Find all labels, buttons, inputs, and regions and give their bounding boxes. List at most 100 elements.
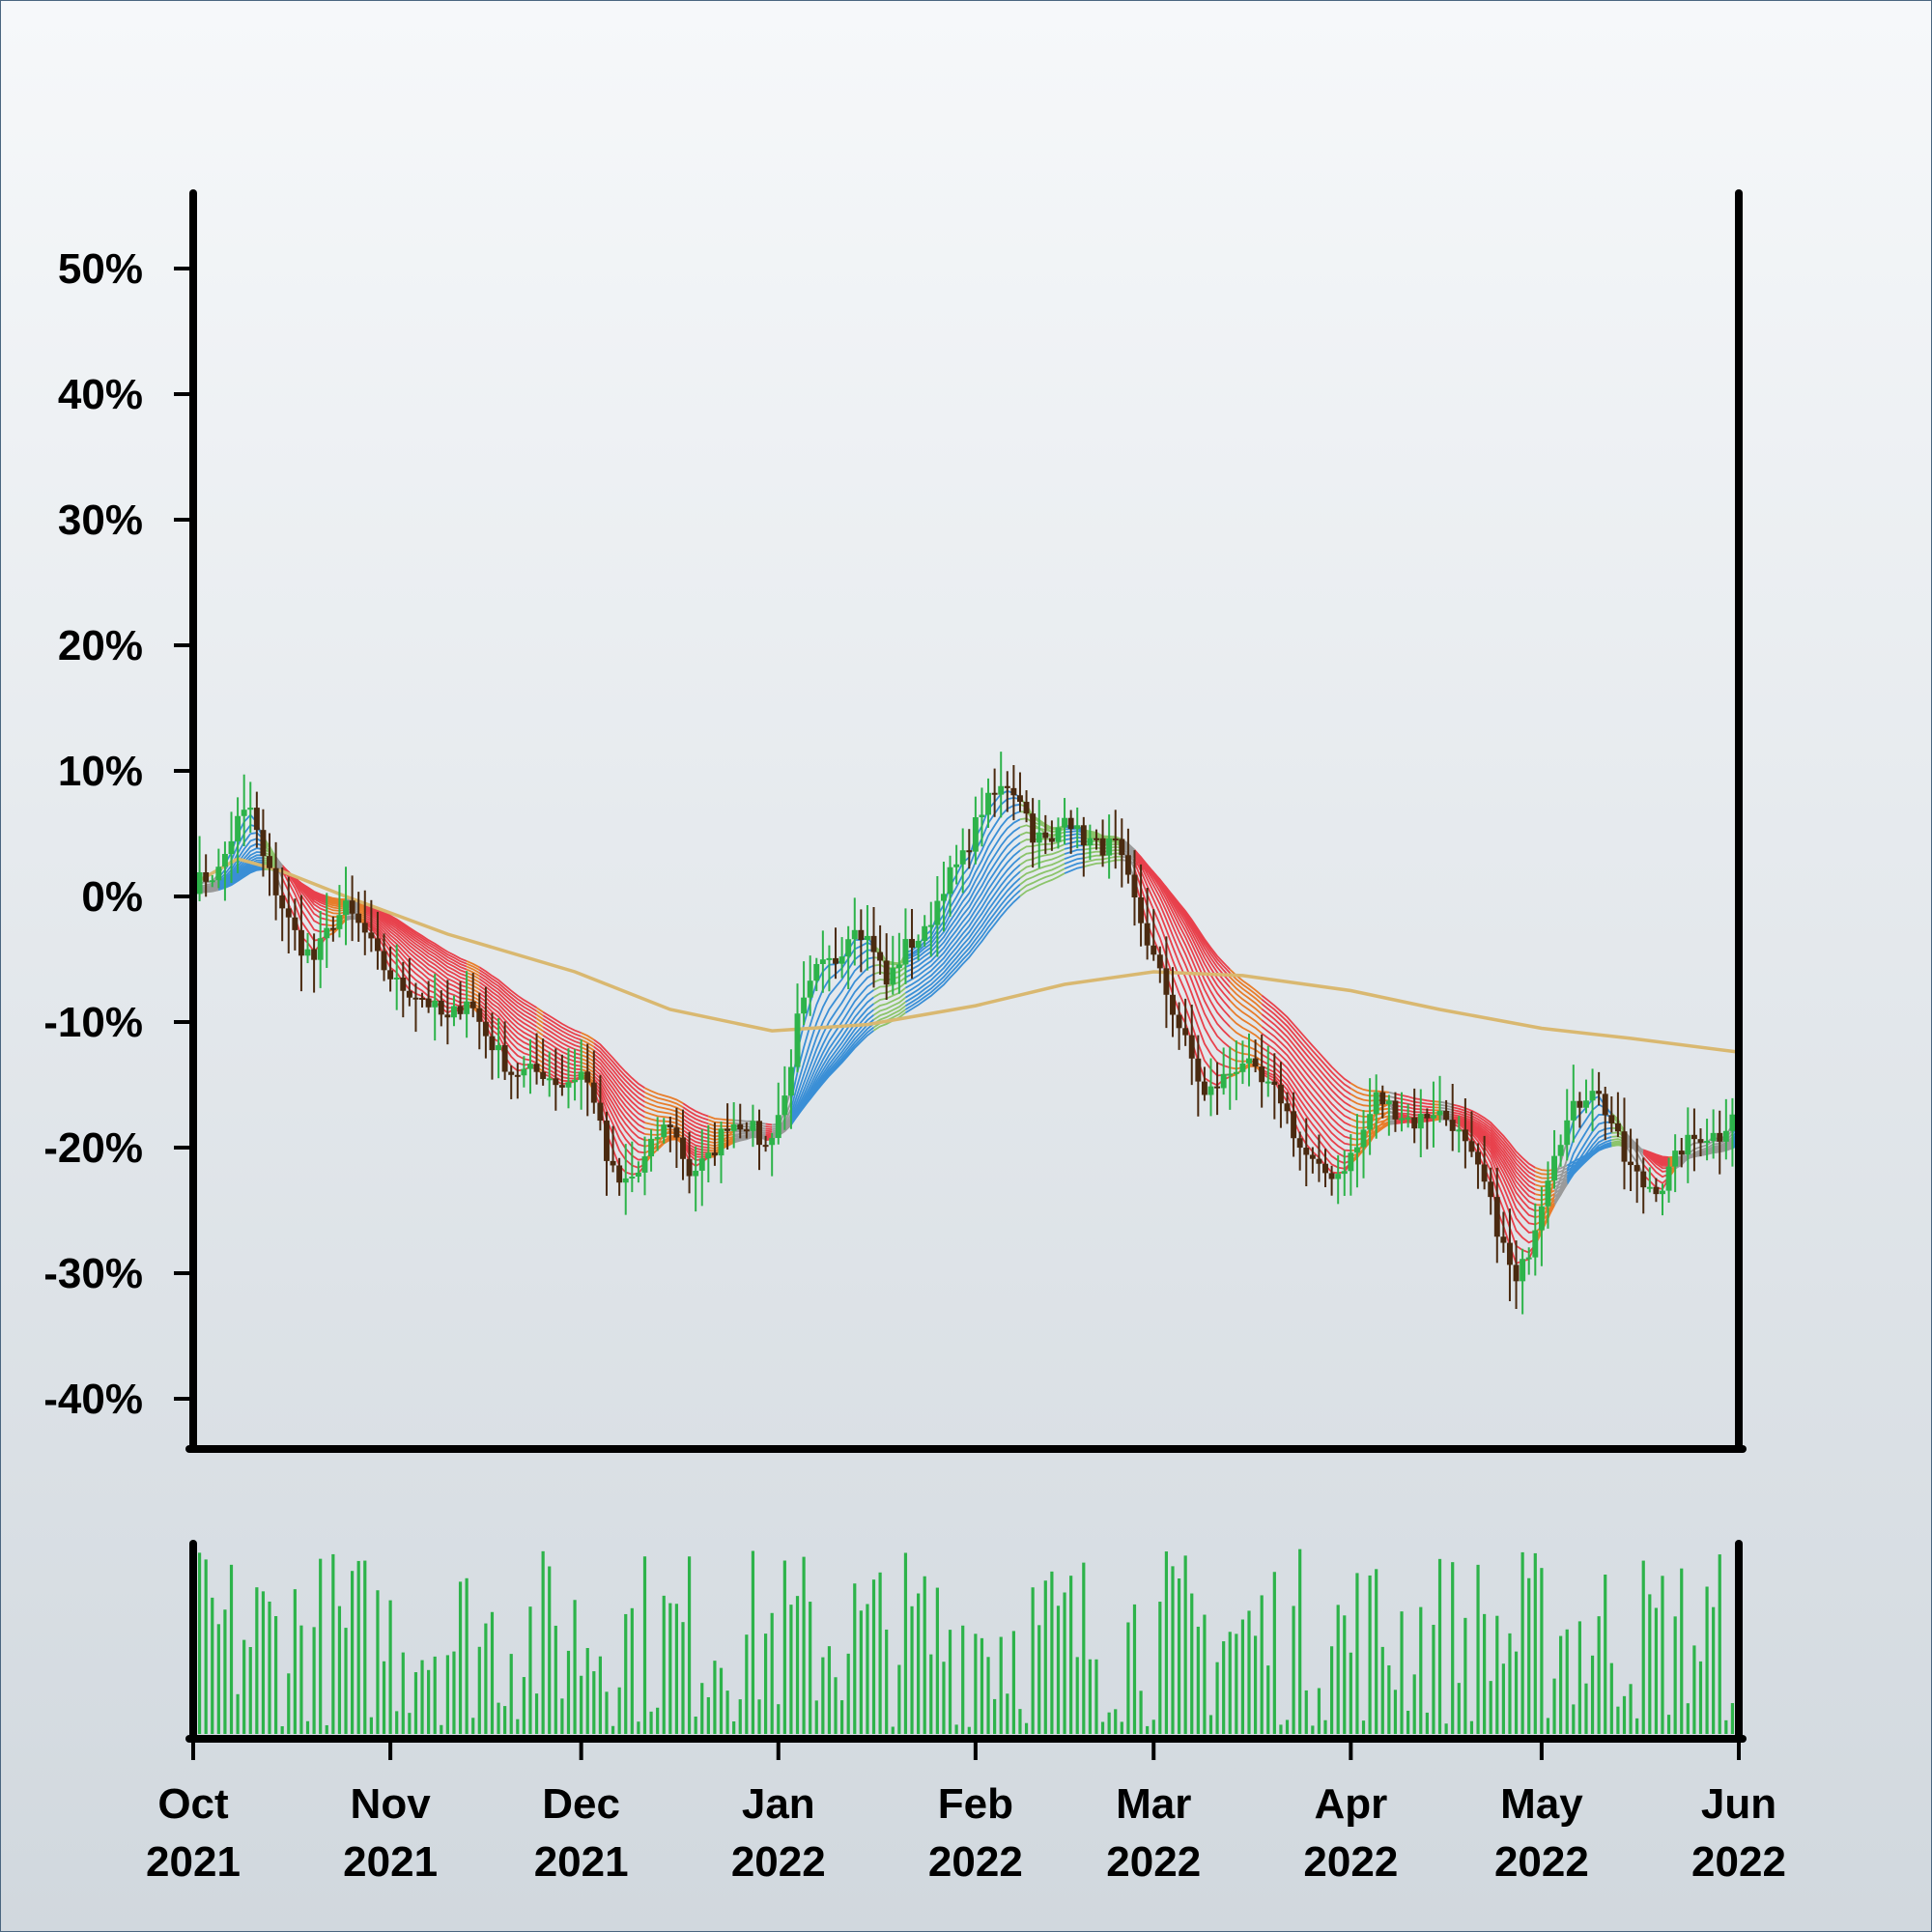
average-ribbon-line <box>357 903 366 907</box>
average-ribbon-line <box>327 918 347 927</box>
volume-bar <box>719 1667 724 1734</box>
volume-bar <box>1120 1721 1123 1734</box>
volume-bar <box>1317 1688 1321 1734</box>
volume-bar <box>1425 1712 1429 1734</box>
x-tick-label-month: Oct <box>157 1780 229 1828</box>
candle-body <box>400 977 407 991</box>
candle-body <box>1538 1206 1545 1231</box>
candle-body <box>343 900 349 916</box>
average-ribbon-line <box>478 992 538 1041</box>
volume-bar <box>1361 1720 1366 1734</box>
average-ribbon-line <box>593 1042 645 1094</box>
volume-bar <box>834 1677 838 1734</box>
volume-bar <box>216 1624 220 1734</box>
candle-body <box>1220 1073 1227 1089</box>
average-ribbon-line <box>1065 827 1085 832</box>
average-ribbon-line <box>1064 866 1084 874</box>
volume-bar <box>1724 1719 1728 1734</box>
volume-bar <box>605 1691 609 1734</box>
volume-bar <box>1260 1595 1264 1734</box>
candle-body <box>406 990 412 998</box>
volume-bar <box>980 1637 984 1734</box>
volume-bar <box>840 1700 844 1734</box>
candle-body <box>1296 1138 1303 1149</box>
candle-body <box>775 1115 781 1139</box>
volume-bar <box>1597 1616 1601 1734</box>
average-ribbon-line <box>1388 1122 1396 1124</box>
candle-body <box>1227 1073 1234 1076</box>
candle-body <box>1577 1100 1583 1108</box>
candle-body <box>1430 1115 1436 1119</box>
candle-body <box>1048 838 1055 842</box>
volume-bar <box>1641 1560 1645 1734</box>
volume-bar <box>1609 1662 1613 1734</box>
volume-bar <box>1437 1558 1442 1734</box>
volume-bar <box>1018 1709 1022 1734</box>
volume-bar <box>299 1625 303 1734</box>
volume-bar <box>1666 1715 1671 1734</box>
candle-body <box>959 850 966 865</box>
average-ribbon-line <box>1624 1144 1644 1151</box>
average-ribbon-line <box>542 1022 582 1045</box>
candle-body <box>1411 1117 1418 1129</box>
volume-bar <box>763 1634 768 1734</box>
candle-body <box>1557 1145 1564 1156</box>
candle-body <box>1717 1132 1723 1142</box>
average-ribbon-line <box>364 906 468 974</box>
average-ribbon-line <box>1452 1111 1536 1181</box>
average-ribbon-line <box>581 1038 595 1048</box>
volume-bar <box>1088 1659 1092 1734</box>
average-ribbon-line <box>478 981 538 1028</box>
average-ribbon-line <box>1261 1025 1351 1121</box>
volume-bar <box>420 1660 424 1734</box>
volume-bar <box>770 1612 774 1734</box>
candle-body <box>794 1013 801 1067</box>
candle-body <box>1188 1035 1195 1059</box>
volume-bar <box>1336 1605 1340 1734</box>
volume-bar <box>866 1604 869 1734</box>
average-ribbon-line <box>905 826 1021 969</box>
volume-bar <box>1565 1629 1569 1734</box>
average-ribbon-line <box>644 1095 684 1112</box>
volume-bar <box>974 1634 978 1734</box>
volume-bar <box>1285 1719 1290 1734</box>
average-ribbon-line <box>1261 1032 1351 1127</box>
x-tick-label-year: 2021 <box>343 1838 438 1886</box>
candle-body <box>489 1036 496 1051</box>
average-ribbon-line <box>357 905 366 910</box>
average-ribbon-line <box>326 902 347 908</box>
volume-bar <box>802 1556 806 1734</box>
volume-bar <box>662 1595 666 1734</box>
average-ribbon-line <box>1535 1171 1555 1176</box>
candle-body <box>1583 1100 1589 1108</box>
volume-bar <box>713 1661 717 1734</box>
candle-body <box>1259 1066 1265 1083</box>
average-ribbon-line <box>1535 1182 1555 1188</box>
average-ribbon-line <box>905 818 1021 964</box>
volume-bar <box>1298 1548 1302 1734</box>
volume-bar <box>732 1720 736 1734</box>
volume-bar <box>846 1653 850 1734</box>
volume-bar <box>795 1596 800 1734</box>
volume-bar <box>1483 1613 1487 1734</box>
candle-body <box>444 1014 451 1018</box>
candle-body <box>1099 838 1106 856</box>
volume-bar <box>1272 1572 1276 1734</box>
x-tick-label-year: 2021 <box>146 1838 241 1886</box>
average-ribbon-line <box>1064 844 1084 850</box>
volume-bar <box>1279 1724 1283 1734</box>
candle-body <box>496 1044 502 1051</box>
volume-bar <box>484 1623 488 1734</box>
volume-bar <box>1559 1635 1563 1734</box>
average-ribbon-line <box>682 1110 709 1125</box>
candle-body <box>604 1121 610 1161</box>
candle-body <box>1493 1197 1500 1237</box>
x-tick-label-year: 2022 <box>731 1838 826 1886</box>
candle-body <box>787 1066 794 1096</box>
volume-bar <box>248 1647 252 1734</box>
volume-bar <box>935 1587 939 1734</box>
candle-body <box>877 952 884 961</box>
volume-bar <box>827 1646 832 1734</box>
average-ribbon-line <box>1019 853 1065 873</box>
